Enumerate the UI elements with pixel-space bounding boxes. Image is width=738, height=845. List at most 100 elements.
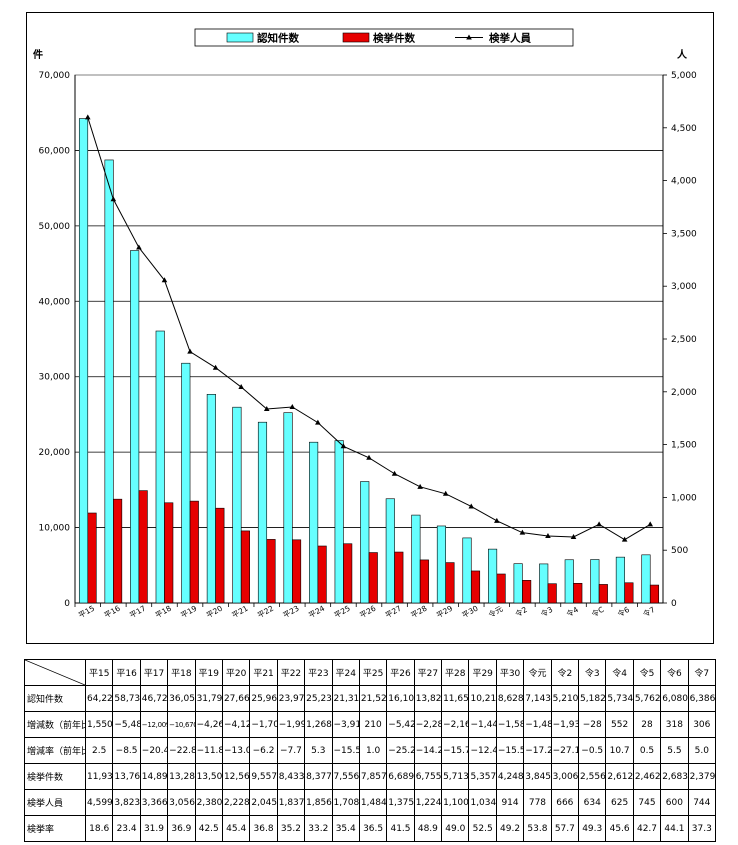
line-point	[110, 196, 117, 202]
table-cell: 5,762	[632, 685, 662, 712]
table-row: 検挙件数11,93113,76514,89813,28813,50712,569…	[24, 763, 717, 790]
line-point	[647, 521, 654, 527]
table-cell: −7.7	[276, 737, 306, 764]
line-point	[545, 533, 551, 539]
bar-recognized	[181, 362, 191, 604]
table-cell: 914	[495, 789, 525, 816]
table-cell: −1,485	[523, 711, 552, 738]
table-cell: 13,765	[112, 763, 141, 790]
column-header: 平26	[386, 659, 415, 686]
table-row: 増減率（前年比）2.5−8.5−20.4−22.8−11.8−13.0−6.2−…	[24, 737, 717, 764]
table-cell: 318	[660, 711, 689, 738]
table-cell: 8,433	[276, 763, 306, 790]
column-header: 平18	[167, 659, 196, 686]
table-cell: 46,728	[139, 685, 169, 712]
table-cell: 37.3	[687, 815, 717, 842]
bar-recognized	[360, 481, 370, 604]
right-tick-label: 500	[671, 546, 688, 556]
table-row: 検挙率 18.6 23.4 31.9 36.9 42.5 45.4 36.8 35.2 33.2 3…	[24, 815, 717, 842]
table-cell: −8.5	[112, 737, 141, 764]
x-tick-label: 平21	[230, 604, 249, 620]
table-cell: −1,708	[249, 711, 278, 738]
bar-cleared	[598, 584, 608, 604]
bar-recognized	[232, 406, 242, 604]
x-tick-label: 平18	[154, 604, 173, 620]
bar-recognized	[615, 556, 625, 604]
right-tick-label: 4,000	[671, 177, 697, 187]
table-row: 認知件数64,22358,73746,72836,05831,79027,668…	[24, 685, 717, 712]
bar-cleared	[189, 500, 199, 604]
bar-cleared	[573, 582, 583, 604]
bar-cleared	[292, 539, 302, 604]
line-point	[136, 244, 142, 250]
table-cell: 25,238	[304, 685, 333, 712]
table-cell: 12,569	[221, 763, 251, 790]
x-tick-label: 令元	[486, 603, 504, 619]
table-cell: 3,056	[167, 789, 196, 816]
bar-recognized	[385, 498, 395, 604]
table-cell: 13,288	[167, 763, 196, 790]
bar-recognized	[104, 159, 114, 604]
bar-cleared	[522, 580, 532, 604]
table-cell: −15.7	[441, 737, 470, 764]
legend-label: 認知件数	[257, 32, 299, 45]
right-tick-label: 2,500	[671, 335, 697, 345]
right-tick-label: 4,500	[671, 124, 697, 134]
table-cell: 49.2	[495, 815, 525, 842]
legend-label: 検挙件数	[373, 32, 415, 45]
column-header: 平28	[441, 659, 470, 686]
legend-label: 検挙人員	[489, 32, 531, 45]
row-header: 検挙人員	[24, 789, 86, 816]
column-header: 平29	[468, 659, 497, 686]
table-cell: −27.1	[550, 737, 580, 764]
table-cell: 6,080	[660, 685, 689, 712]
table-cell: 58,737	[112, 685, 141, 712]
table-cell: 5.0	[687, 737, 717, 764]
column-header: 平21	[249, 659, 278, 686]
table-cell: 0.5	[632, 737, 662, 764]
table-cell: 5,210	[550, 685, 580, 712]
x-tick-label: 平30	[460, 604, 479, 620]
line-point	[391, 470, 398, 476]
table-cell: 21,319	[331, 685, 360, 712]
table-cell: −4,122	[221, 711, 251, 738]
table-cell: 23,970	[276, 685, 306, 712]
bar-cleared	[445, 562, 455, 604]
table-cell: 2,556	[578, 763, 607, 790]
column-header: 令6	[660, 659, 689, 686]
bar-cleared	[240, 530, 250, 604]
table-cell: 10,213	[468, 685, 497, 712]
table-cell: 7,143	[523, 685, 552, 712]
bar-recognized	[436, 525, 446, 604]
bar-cleared	[87, 512, 97, 604]
bar-recognized	[462, 537, 472, 604]
table-header-row: 平15 平16 平17 平18 平19 平20 平21 平22 平23 平24 平25 平26 平27 平…	[24, 659, 717, 686]
table-cell: 49.0	[441, 815, 470, 842]
bar-cleared	[164, 502, 174, 604]
x-tick-label: 平26	[358, 604, 377, 620]
bar-cleared	[496, 573, 506, 604]
bar-cleared	[624, 582, 634, 604]
table-cell: −2,283	[413, 711, 443, 738]
line-point	[340, 443, 347, 449]
table-cell: 600	[660, 789, 689, 816]
table-cell: 21,529	[358, 685, 388, 712]
left-tick-label: 40,000	[39, 297, 71, 307]
legend	[194, 28, 574, 47]
right-tick-label: 0	[671, 599, 677, 609]
table-cell: 4,599	[84, 789, 114, 816]
x-tick-label: 令4	[564, 604, 580, 619]
table-cell: −1,990	[276, 711, 306, 738]
left-axis-unit: 件	[33, 48, 43, 61]
x-tick-label: 平28	[409, 604, 428, 620]
table-cell: 2,379	[687, 763, 717, 790]
table-cell: 33.2	[304, 815, 333, 842]
table-cell: −10,670	[167, 711, 196, 738]
table-cell: −6.2	[249, 737, 278, 764]
chart-area: 0 10,000 20,000 30,000 40,000 50,000 60,000 70,…	[26, 12, 714, 644]
table-cell: 2,045	[249, 789, 278, 816]
column-header: 平20	[221, 659, 251, 686]
x-tick-label: 平22	[256, 604, 275, 620]
table-cell: 3,845	[523, 763, 552, 790]
table-cell: 2,612	[605, 763, 634, 790]
